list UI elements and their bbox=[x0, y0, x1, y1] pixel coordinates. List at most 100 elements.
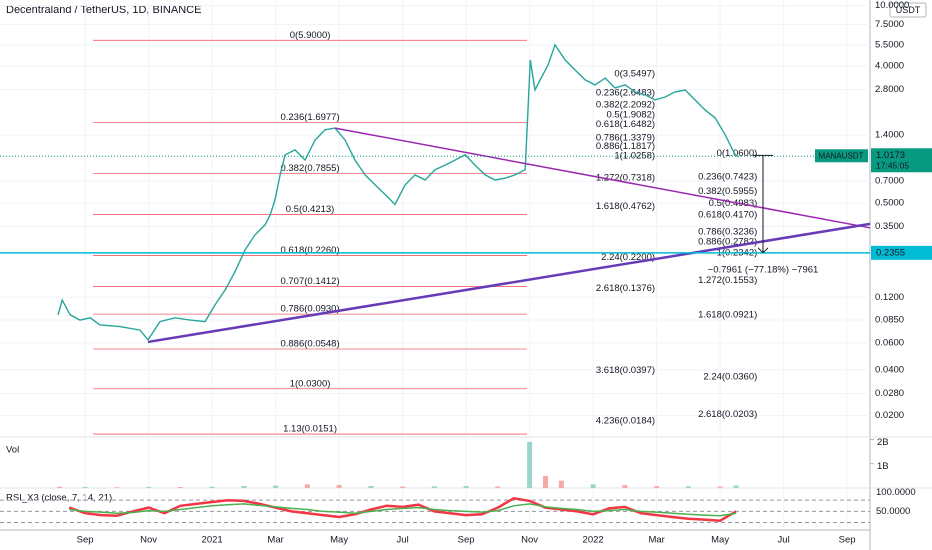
fib-label: 2.24(0.2200) bbox=[601, 252, 655, 263]
fib-label: 0.5(1.9082) bbox=[606, 109, 655, 120]
y-tick-label: 7.5000 bbox=[875, 19, 904, 30]
fib-label: 1.13(0.0151) bbox=[283, 424, 337, 435]
last-price-box bbox=[871, 148, 932, 173]
volume-bar bbox=[654, 486, 660, 488]
fib-label: 2.618(0.0203) bbox=[698, 409, 757, 420]
fib-label: 1.618(0.0921) bbox=[698, 309, 757, 320]
last-price: 1.0173 bbox=[876, 150, 905, 161]
symbol-box bbox=[815, 149, 868, 163]
fib-label: 1(1.0258) bbox=[614, 150, 655, 161]
fib-label: 1.272(0.7318) bbox=[596, 173, 655, 184]
volume-bar bbox=[495, 486, 501, 488]
y-tick-label: 0.0850 bbox=[875, 315, 904, 326]
countdown: 17:45:05 bbox=[876, 161, 909, 171]
y-tick-label: 0.0400 bbox=[875, 364, 904, 375]
x-tick-label: Sep bbox=[77, 535, 94, 546]
y-tick-label: 1.4000 bbox=[875, 130, 904, 141]
volume-bar bbox=[209, 486, 215, 488]
x-tick-label: Sep bbox=[839, 535, 856, 546]
y-tick-label: 0.1200 bbox=[875, 292, 904, 303]
rsi-title: RSI_X3 (close, 7, 14, 21) bbox=[6, 493, 112, 504]
x-tick-label: Mar bbox=[648, 535, 664, 546]
x-tick-label: 2022 bbox=[583, 535, 604, 546]
fib-label: 2.24(0.0360) bbox=[703, 371, 757, 382]
fib-label: 1(0.0300) bbox=[290, 378, 331, 389]
fib-label: 0.236(1.6977) bbox=[280, 112, 339, 123]
hline-label: 0.2355 bbox=[876, 247, 905, 258]
fib-label: 3.618(0.0397) bbox=[596, 365, 655, 376]
fib-label: 4.236(0.0184) bbox=[596, 416, 655, 427]
y-tick-label: 0.0600 bbox=[875, 338, 904, 349]
x-tick-label: Nov bbox=[521, 535, 538, 546]
rsi-line bbox=[68, 496, 737, 522]
y-tick-label: 0.0280 bbox=[875, 388, 904, 399]
x-tick-label: Jul bbox=[397, 535, 409, 546]
fib-label: 0(5.9000) bbox=[290, 30, 331, 41]
volume-tick-label: 2B bbox=[877, 437, 889, 448]
fib-label: 0.5(0.4983) bbox=[709, 198, 758, 209]
y-tick-label: 10.0000 bbox=[875, 0, 909, 11]
volume-title: Vol bbox=[6, 445, 19, 456]
volume-bar bbox=[685, 486, 691, 488]
volume-bar bbox=[717, 486, 723, 488]
fib-label: 0.707(0.1412) bbox=[280, 276, 339, 287]
fib-label: 0.236(2.6483) bbox=[596, 88, 655, 99]
rsi-line bbox=[69, 503, 737, 517]
fib-label: 0.786(0.3236) bbox=[698, 226, 757, 237]
volume-bar bbox=[400, 486, 406, 488]
symbol: MANAUSDT bbox=[819, 151, 864, 160]
fib-label: 0.382(0.7855) bbox=[280, 163, 339, 174]
volume-bar bbox=[146, 487, 152, 488]
volume-bar bbox=[542, 475, 548, 488]
price-line bbox=[57, 43, 739, 341]
fib-label: 0.786(1.3379) bbox=[596, 133, 655, 144]
measure-arrow bbox=[757, 247, 769, 254]
y-tick-label: 0.0200 bbox=[875, 410, 904, 421]
x-tick-label: Jul bbox=[778, 535, 790, 546]
fib-label: 1.272(0.1553) bbox=[698, 275, 757, 286]
volume-bar bbox=[177, 487, 183, 488]
y-tick-label: 2.8000 bbox=[875, 84, 904, 95]
trendline bbox=[147, 222, 871, 344]
fib-label: 1.618(0.4762) bbox=[596, 201, 655, 212]
measure-label: −0.7961 (−77.18%) −7961 bbox=[708, 264, 819, 275]
fib-label: 0.886(0.2782) bbox=[698, 236, 757, 247]
fib-label: 0.618(0.4170) bbox=[698, 210, 757, 221]
x-tick-label: Nov bbox=[140, 535, 157, 546]
currency-box[interactable] bbox=[889, 2, 927, 18]
fib-label: 0.786(0.0930) bbox=[280, 304, 339, 315]
fib-label: 0.886(0.0548) bbox=[280, 339, 339, 350]
currency[interactable]: USDT bbox=[896, 5, 921, 15]
volume-bar bbox=[431, 486, 437, 488]
fib-label: 0(3.5497) bbox=[614, 68, 655, 79]
y-tick-label: 5.5000 bbox=[875, 39, 904, 50]
trendline bbox=[334, 127, 871, 229]
fib-label: 0.5(0.4213) bbox=[286, 204, 335, 215]
y-tick-label: 0.7000 bbox=[875, 175, 904, 186]
fib-label: 0.382(2.2092) bbox=[596, 100, 655, 111]
y-tick-label: 0.3500 bbox=[875, 221, 904, 232]
volume-bar bbox=[558, 480, 564, 488]
fib-label: 0.618(1.6482) bbox=[596, 119, 655, 130]
fib-label: 0.886(1.1817) bbox=[596, 141, 655, 152]
rsi-tick-label: 50.0000 bbox=[876, 506, 910, 517]
volume-bar bbox=[241, 486, 247, 488]
volume-bar bbox=[733, 485, 739, 488]
volume-bar bbox=[336, 485, 342, 488]
volume-bar bbox=[304, 484, 310, 488]
fib-label: 0.236(0.7423) bbox=[698, 172, 757, 183]
fib-label: 2.618(0.1376) bbox=[596, 283, 655, 294]
volume-bar bbox=[527, 441, 533, 488]
fib-label: 0.382(0.5955) bbox=[698, 186, 757, 197]
x-tick-label: Mar bbox=[267, 535, 283, 546]
x-tick-label: Sep bbox=[458, 535, 475, 546]
hline-label-box bbox=[871, 245, 932, 260]
x-tick-label: May bbox=[711, 535, 729, 546]
volume-bar bbox=[57, 486, 63, 488]
volume-bar bbox=[368, 486, 374, 488]
x-tick-label: May bbox=[330, 535, 348, 546]
x-tick-label: 2021 bbox=[202, 535, 223, 546]
y-tick-label: 0.5000 bbox=[875, 198, 904, 209]
